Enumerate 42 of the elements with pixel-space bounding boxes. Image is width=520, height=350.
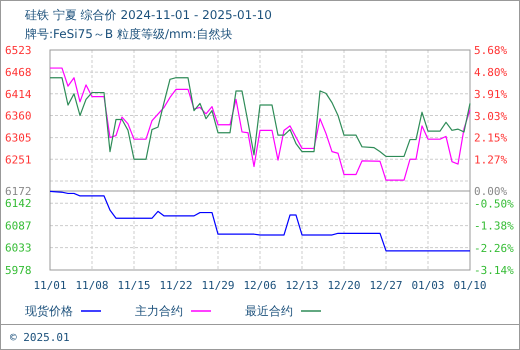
- line-series: [49, 77, 471, 160]
- x-tick-label: 11/01: [33, 279, 67, 292]
- y-tick-label: 5978: [5, 264, 32, 277]
- y2-tick-label: 3.91%: [474, 88, 508, 101]
- x-tick-label: 01/10: [453, 279, 487, 292]
- legend-label: 主力合约: [135, 304, 183, 318]
- y2-tick-label: 4.80%: [474, 66, 508, 79]
- y2-tick-label: -3.14%: [474, 264, 514, 277]
- y2-tick-label: 2.15%: [474, 132, 508, 145]
- y2-tick-label: -2.26%: [474, 242, 514, 255]
- y2-tick-label: 5.68%: [474, 44, 508, 57]
- y2-tick-label: 3.03%: [474, 110, 508, 123]
- y-tick-label: 6251: [5, 153, 32, 166]
- x-tick-label: 12/27: [369, 279, 403, 292]
- y2-tick-label: -1.38%: [474, 220, 514, 233]
- legend-label: 最近合约: [245, 304, 293, 318]
- x-tick-label: 12/20: [327, 279, 361, 292]
- y-tick-label: 6305: [5, 132, 32, 145]
- y-tick-label: 6087: [5, 220, 32, 233]
- chart-subtitle: 牌号:FeSi75～B 粒度等级/mm:自然块: [25, 27, 232, 41]
- y-tick-label: 6523: [5, 44, 32, 57]
- y-tick-label: 6172: [5, 185, 32, 198]
- line-series: [49, 67, 471, 181]
- y-tick-label: 6468: [5, 66, 32, 80]
- y-tick-label: 6360: [5, 109, 32, 122]
- x-tick-label: 12/06: [243, 279, 277, 292]
- x-tick-label: 01/03: [411, 279, 445, 292]
- y2-tick-label: 0.00%: [474, 185, 508, 198]
- y-tick-label: 6142: [5, 197, 32, 210]
- text: © 2025.01: [10, 331, 70, 344]
- y-tick-label: 6033: [5, 242, 32, 255]
- x-tick-label: 11/29: [201, 279, 235, 292]
- x-tick-label: 12/13: [285, 279, 319, 292]
- legend-label: 现货价格: [25, 304, 73, 318]
- y2-tick-label: -0.50%: [474, 198, 514, 211]
- y-tick-label: 6414: [5, 88, 32, 101]
- chart-title: 硅铁 宁夏 综合价 2024-11-01 - 2025-01-10: [24, 8, 272, 22]
- x-tick-label: 11/22: [159, 279, 193, 292]
- x-tick-label: 11/08: [75, 279, 109, 292]
- y2-tick-label: 1.27%: [474, 153, 508, 166]
- x-tick-label: 11/15: [117, 279, 151, 292]
- line-series: [49, 190, 471, 252]
